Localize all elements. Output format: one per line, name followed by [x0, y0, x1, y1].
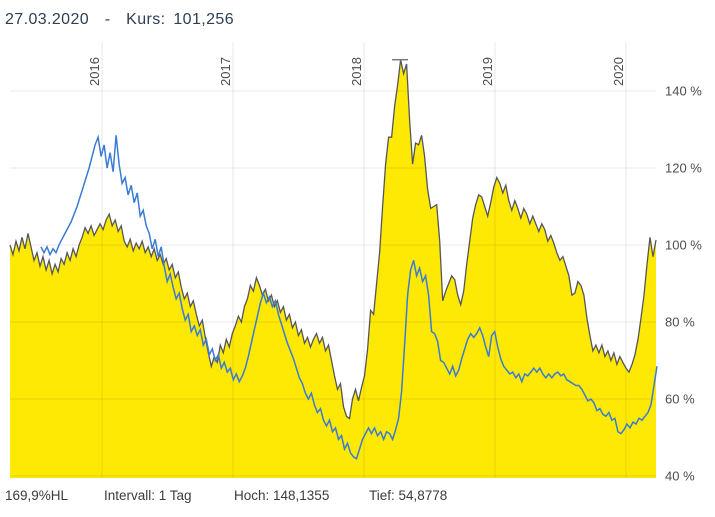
y-axis-pct-label: 120 %	[665, 161, 702, 176]
stat-interval: Intervall: 1 Tag	[104, 488, 192, 503]
y-axis-pct-label: 80 %	[665, 315, 695, 330]
x-axis-year-label: 2016	[87, 57, 102, 86]
stat-high: Hoch: 148,1355	[234, 488, 330, 503]
stat-range-hl: 169,9%HL	[5, 488, 69, 503]
y-axis-pct-label: 60 %	[665, 392, 695, 407]
chart-title: 27.03.2020 - Kurs: 101,256	[5, 11, 235, 28]
kurs-area-fill	[10, 59, 656, 479]
y-axis-pct-label: 40 %	[665, 469, 695, 484]
kurs-line	[9, 59, 657, 420]
y-axis-pct-label: 100 %	[665, 238, 702, 253]
x-axis-year-label: 2020	[611, 57, 626, 86]
x-axis-year-label: 2018	[349, 57, 364, 86]
chart-footer: 169,9%HL Intervall: 1 Tag Hoch: 148,1355…	[0, 486, 715, 510]
stat-low: Tief: 54,8778	[369, 488, 448, 503]
benchmark-line	[40, 134, 658, 460]
x-axis-year-label: 2019	[480, 57, 495, 86]
y-axis-pct-label: 140 %	[665, 84, 702, 99]
x-axis-year-label: 2017	[218, 57, 233, 86]
chart-plot-area[interactable]	[10, 45, 656, 478]
